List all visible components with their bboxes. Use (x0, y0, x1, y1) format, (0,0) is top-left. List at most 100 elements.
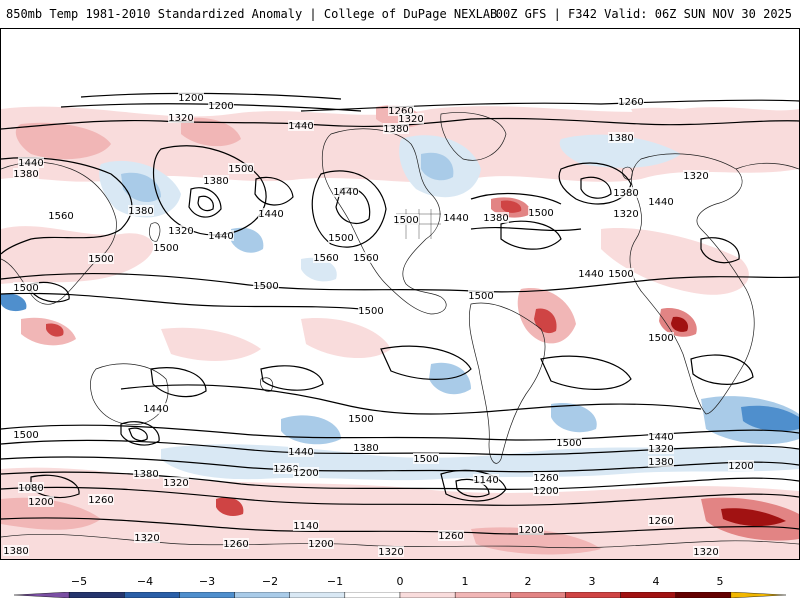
contour-label: 1200 (728, 461, 753, 472)
contour-label-bg (378, 546, 404, 557)
contour-label: 1200 (308, 539, 333, 550)
contour-label-bg (208, 230, 234, 241)
contour-label-bg (348, 413, 374, 424)
header-bar: 850mb Temp 1981-2010 Standardized Anomal… (0, 0, 800, 28)
contour-label: 1200 (178, 93, 203, 104)
colorbar-segment (234, 592, 290, 598)
contour-label-bg (353, 442, 379, 453)
contour-label: 1500 (13, 283, 38, 294)
contour-label: 1080 (18, 483, 43, 494)
contour-label: 1440 (648, 432, 673, 443)
colorbar-segment (675, 592, 732, 598)
contour-label: 1500 (358, 306, 383, 317)
contour-label: 1500 (468, 291, 493, 302)
contour-label: 1440 (288, 447, 313, 458)
contour-label-bg (88, 253, 114, 264)
contour-label: 1440 (443, 213, 468, 224)
colorbar-segment (124, 592, 180, 598)
contour-label-bg (648, 431, 674, 442)
contour-label-bg (438, 530, 464, 541)
contour-label-bg (253, 280, 279, 291)
contour-label-bg (168, 112, 194, 123)
contour-label: 1260 (388, 106, 413, 117)
contour-label: 1380 (353, 443, 378, 454)
contour-label: 1200 (293, 468, 318, 479)
contour-label-bg (648, 456, 674, 467)
contour-label: 1380 (133, 469, 158, 480)
contour-label: 1260 (438, 531, 463, 542)
contour-label-bg (533, 472, 559, 483)
contour-label-bg (143, 403, 169, 414)
contour-label-bg (48, 210, 74, 221)
contour-label: 1320 (163, 478, 188, 489)
anomaly-shading (1, 105, 799, 559)
contour-label-bg (388, 105, 414, 116)
contour-label-bg (18, 482, 44, 493)
contour-label: 1320 (648, 444, 673, 455)
contour-label-bg (618, 96, 644, 107)
contour-label: 1260 (88, 495, 113, 506)
contour-label-bg (613, 208, 639, 219)
contour-label: 1380 (648, 457, 673, 468)
contour-label-bg (288, 446, 314, 457)
contour-label-bg (293, 467, 319, 478)
contour-label-bg (578, 268, 604, 279)
contour-label: 1500 (13, 430, 38, 441)
contour-label-bg (258, 208, 284, 219)
contour-label: 1500 (153, 243, 178, 254)
contour-label-bg (413, 453, 439, 464)
colorbar-segment (14, 592, 70, 598)
contour-label-bg (203, 175, 229, 186)
contour-label-bg (556, 437, 582, 448)
contour-label: 1260 (648, 516, 673, 527)
contour-label: 1200 (533, 486, 558, 497)
contour-label: 1320 (398, 114, 423, 125)
contour-label: 1140 (293, 521, 318, 532)
contour-label-bg (613, 187, 639, 198)
contour-label-bg (88, 494, 114, 505)
contour-label-bg (333, 186, 359, 197)
contour-label: 1320 (693, 547, 718, 558)
contour-label: 1320 (683, 171, 708, 182)
contour-label: 1500 (328, 233, 353, 244)
contour-label: 1260 (273, 464, 298, 475)
contour-label: 1500 (528, 208, 553, 219)
contour-label-bg (328, 232, 354, 243)
colorbar-segment (620, 592, 676, 598)
colorbar-scale (14, 592, 786, 598)
contour-label: 1380 (128, 206, 153, 217)
contour-label: 1560 (48, 211, 73, 222)
contour-label: 1440 (578, 269, 603, 280)
contour-label: 1500 (556, 438, 581, 449)
colorbar-segment (565, 592, 621, 598)
contour-label: 1500 (608, 269, 633, 280)
colorbar-tick-label: 5 (716, 575, 724, 588)
contour-label: 1500 (648, 333, 673, 344)
contour-label: 1200 (518, 525, 543, 536)
colorbar-tick-label: −1 (326, 575, 344, 588)
map-panel: 1200 1200 1260 1260 1320 1320 1380 1440 1380 1440… (0, 28, 800, 560)
colorbar-tick-label: 0 (396, 575, 404, 588)
contour-label-bg (178, 92, 204, 103)
contour-label: 1440 (18, 158, 43, 169)
contour-label: 1380 (383, 124, 408, 135)
contour-label-bg (383, 123, 409, 134)
colorbar-tick-label: 3 (588, 575, 596, 588)
contour-label: 1380 (608, 133, 633, 144)
contour-label-bg (518, 524, 544, 535)
contour-label: 1440 (143, 404, 168, 415)
contour-label: 1140 (473, 475, 498, 486)
colorbar-tick-label: −2 (261, 575, 279, 588)
colorbar-tick-label: −3 (198, 575, 216, 588)
contour-label: 1320 (378, 547, 403, 558)
contour-label-bg (13, 282, 39, 293)
contour-label-bg (228, 163, 254, 174)
contour-label-bg (608, 268, 634, 279)
contour-label: 1440 (258, 209, 283, 220)
contour-label-bg (468, 290, 494, 301)
contour-label-bg (18, 157, 44, 168)
contour-label-bg (358, 305, 384, 316)
contour-label-bg (648, 332, 674, 343)
colorbar-segment (510, 592, 566, 598)
